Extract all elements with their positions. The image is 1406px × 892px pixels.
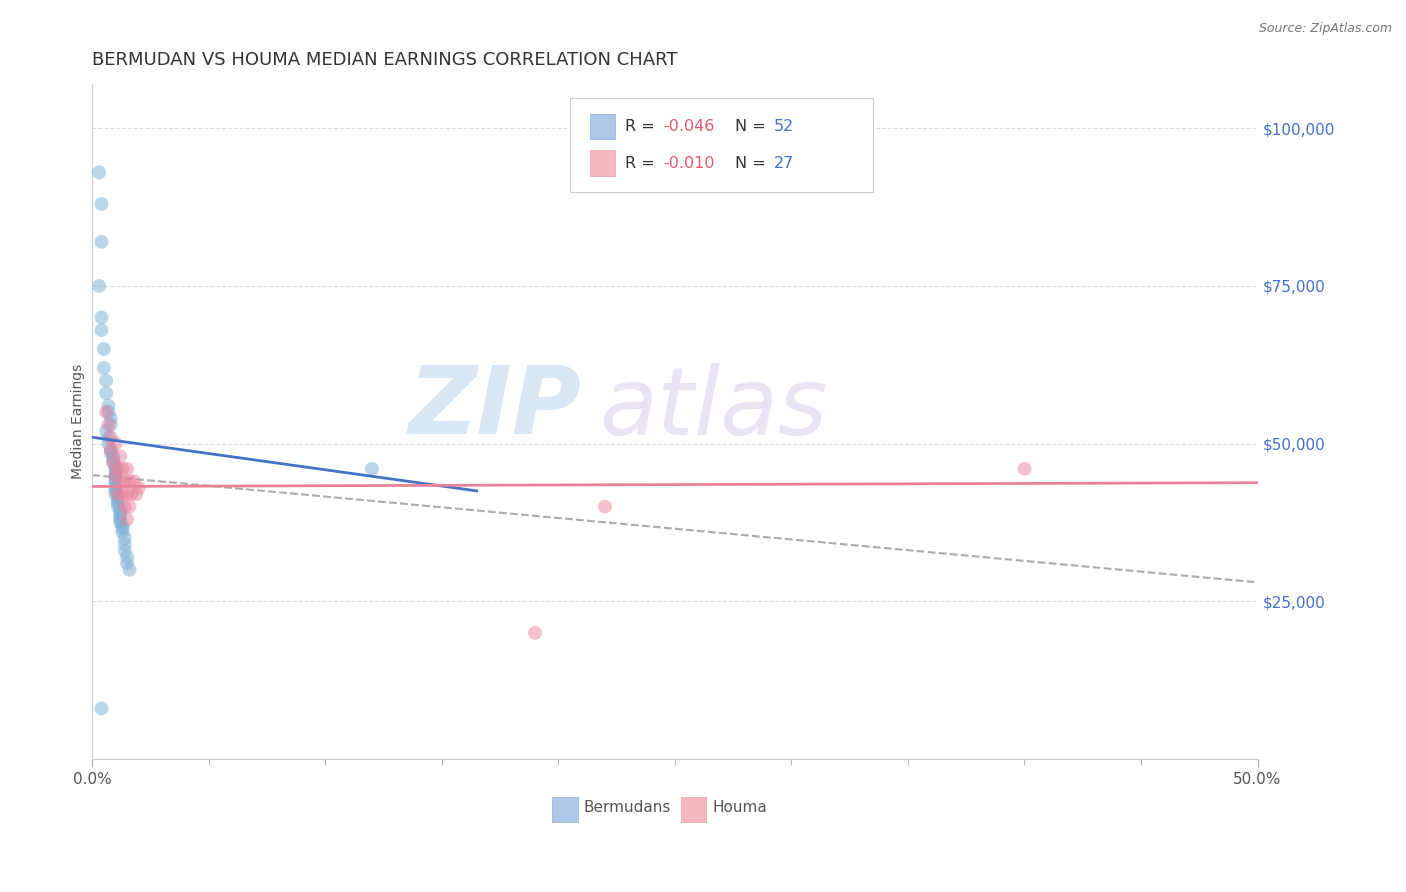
Point — [89, 165, 111, 179]
Point — [104, 475, 127, 489]
Text: R =: R = — [624, 155, 659, 170]
Point — [128, 481, 150, 495]
Point — [97, 436, 120, 450]
Point — [104, 458, 127, 473]
Bar — [589, 150, 616, 176]
Point — [115, 487, 138, 501]
Point — [118, 475, 141, 489]
Point — [104, 436, 127, 450]
Point — [111, 487, 134, 501]
Point — [101, 452, 124, 467]
Point — [115, 550, 138, 565]
Text: R =: R = — [624, 120, 659, 134]
Point — [111, 518, 134, 533]
Point — [104, 471, 127, 485]
Point — [125, 487, 148, 501]
Point — [107, 493, 129, 508]
FancyBboxPatch shape — [569, 97, 873, 192]
Point — [96, 374, 118, 388]
Text: N =: N = — [735, 155, 772, 170]
Point — [100, 411, 122, 425]
Point — [111, 462, 134, 476]
Point — [93, 342, 115, 356]
Point — [97, 399, 120, 413]
Point — [108, 516, 131, 530]
Bar — [681, 797, 706, 822]
Point — [90, 323, 112, 337]
Point — [107, 462, 129, 476]
Point — [107, 487, 129, 501]
Point — [96, 386, 118, 401]
Point — [90, 235, 112, 249]
Point — [118, 500, 141, 514]
Point — [107, 500, 129, 514]
Point — [90, 197, 112, 211]
Point — [101, 449, 124, 463]
Point — [122, 475, 145, 489]
Point — [97, 405, 120, 419]
Point — [101, 456, 124, 470]
Point — [114, 543, 136, 558]
Point — [104, 468, 127, 483]
Point — [97, 417, 120, 432]
Point — [360, 462, 382, 476]
Y-axis label: Median Earnings: Median Earnings — [72, 364, 86, 479]
Point — [1014, 462, 1036, 476]
Point — [101, 456, 124, 470]
Point — [114, 537, 136, 551]
Point — [100, 442, 122, 457]
Point — [108, 503, 131, 517]
Point — [93, 360, 115, 375]
Text: BERMUDAN VS HOUMA MEDIAN EARNINGS CORRELATION CHART: BERMUDAN VS HOUMA MEDIAN EARNINGS CORREL… — [93, 51, 678, 69]
Point — [100, 430, 122, 444]
Point — [108, 475, 131, 489]
Text: Houma: Houma — [713, 800, 766, 815]
Text: ZIP: ZIP — [409, 362, 582, 454]
Text: 52: 52 — [773, 120, 794, 134]
Text: -0.046: -0.046 — [664, 120, 714, 134]
Point — [90, 310, 112, 325]
Point — [108, 506, 131, 520]
Bar — [589, 114, 616, 139]
Point — [104, 462, 127, 476]
Text: 27: 27 — [773, 155, 794, 170]
Point — [104, 477, 127, 491]
Point — [108, 512, 131, 526]
Text: atlas: atlas — [599, 362, 827, 453]
Point — [89, 279, 111, 293]
Point — [114, 500, 136, 514]
Point — [90, 701, 112, 715]
Point — [107, 496, 129, 510]
Point — [100, 446, 122, 460]
Point — [115, 462, 138, 476]
Point — [118, 563, 141, 577]
Point — [96, 424, 118, 438]
Point — [104, 487, 127, 501]
Point — [114, 475, 136, 489]
Point — [114, 531, 136, 545]
Point — [100, 442, 122, 457]
Point — [115, 557, 138, 571]
Point — [107, 490, 129, 504]
Point — [96, 405, 118, 419]
Point — [104, 483, 127, 498]
Point — [524, 625, 547, 640]
Text: Source: ZipAtlas.com: Source: ZipAtlas.com — [1258, 22, 1392, 36]
Point — [108, 449, 131, 463]
Point — [104, 468, 127, 483]
Point — [115, 512, 138, 526]
Point — [104, 465, 127, 479]
Point — [97, 430, 120, 444]
Point — [111, 522, 134, 536]
Text: N =: N = — [735, 120, 772, 134]
Bar — [553, 797, 578, 822]
Point — [100, 417, 122, 432]
Point — [121, 487, 143, 501]
Text: Bermudans: Bermudans — [583, 800, 671, 815]
Text: -0.010: -0.010 — [664, 155, 714, 170]
Point — [593, 500, 616, 514]
Point — [104, 481, 127, 495]
Point — [108, 509, 131, 524]
Point — [111, 524, 134, 539]
